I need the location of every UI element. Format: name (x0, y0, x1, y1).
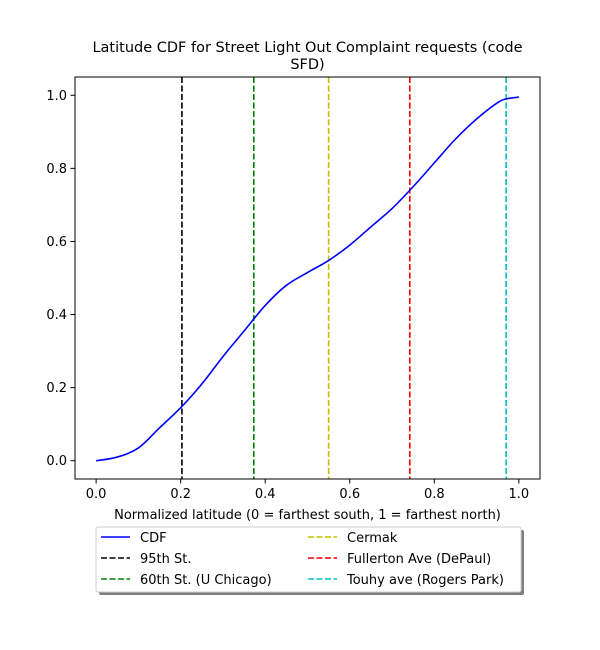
x-tick-label: 0.6 (339, 487, 360, 502)
x-tick-label: 0.4 (255, 487, 276, 502)
y-tick-label: 0.4 (46, 308, 67, 323)
plot-frame (74, 76, 541, 480)
chart-title-line-1: Latitude CDF for Street Light Out Compla… (92, 40, 522, 56)
legend-box (95, 526, 522, 593)
legend-label: 95th St. (140, 552, 192, 567)
y-tick-label: 0.0 (46, 454, 67, 469)
x-axis-label: Normalized latitude (0 = farthest south,… (114, 508, 501, 523)
x-tick-label: 0.0 (86, 487, 107, 502)
x-tick-label: 0.2 (170, 487, 191, 502)
chart-title-line-2: SFD) (290, 57, 324, 73)
legend-label: Cermak (347, 531, 398, 546)
legend-label: Touhy ave (Rogers Park) (346, 573, 504, 588)
legend-label: CDF (140, 531, 167, 546)
legend-label: Fullerton Ave (DePaul) (347, 552, 491, 567)
y-tick-label: 0.8 (46, 162, 67, 177)
legend-label: 60th St. (U Chicago) (140, 573, 272, 588)
y-tick-label: 0.6 (46, 235, 67, 250)
y-tick-label: 0.2 (46, 381, 67, 396)
x-tick-label: 1.0 (509, 487, 530, 502)
y-tick-label: 1.0 (46, 89, 67, 104)
cdf-line (96, 96, 519, 462)
x-tick-label: 0.8 (424, 487, 445, 502)
